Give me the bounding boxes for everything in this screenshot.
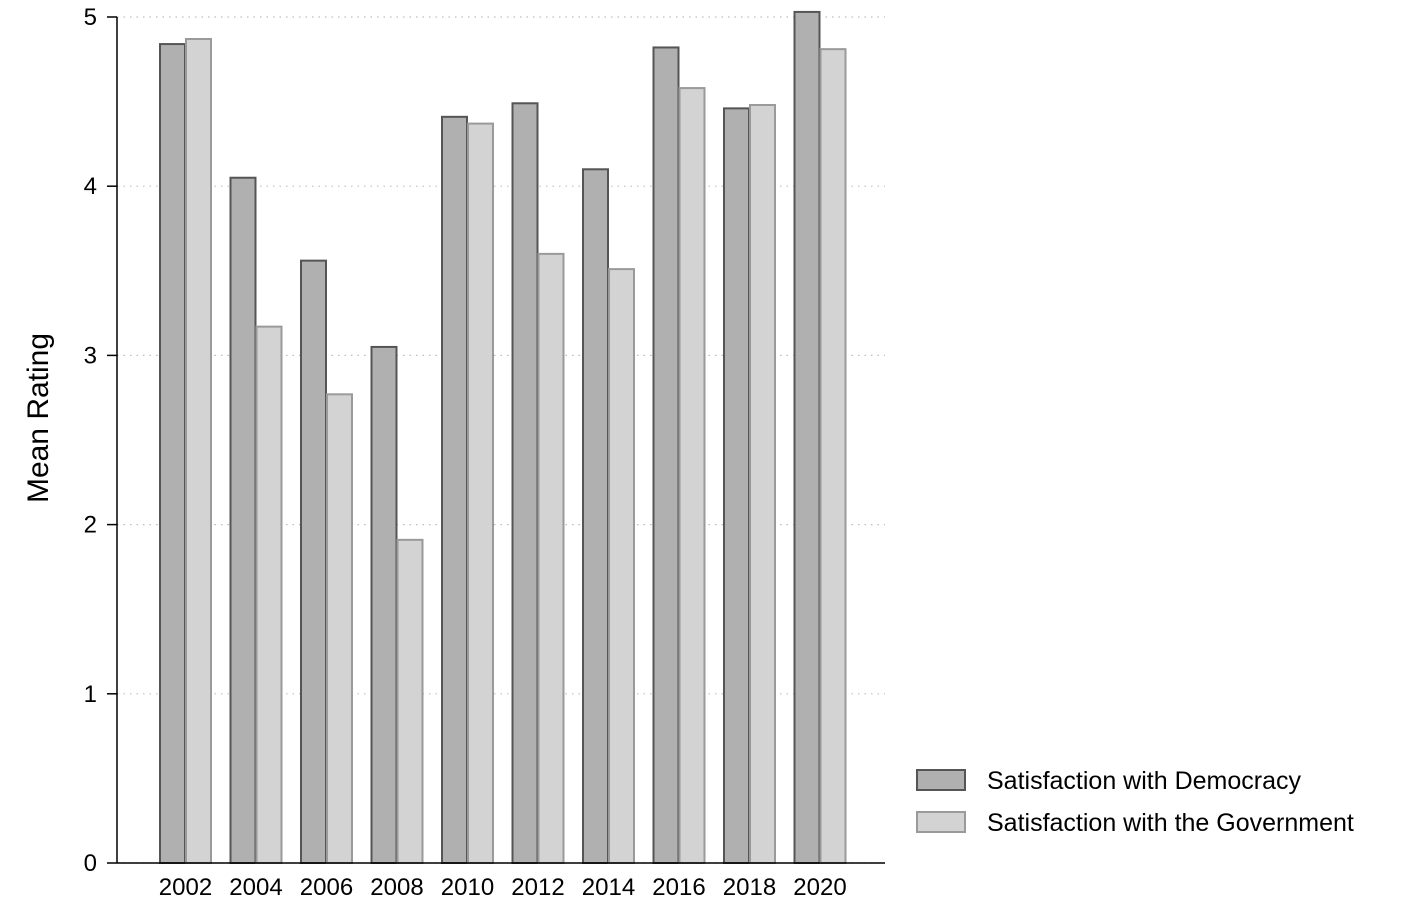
x-tick-label: 2004	[229, 874, 282, 900]
x-tick-label: 2008	[370, 874, 423, 900]
x-tick-label: 2002	[159, 874, 212, 900]
bar-democracy-2002	[159, 43, 186, 864]
bar-democracy-2004	[229, 176, 257, 865]
bar-government-2004	[255, 325, 283, 864]
y-tick-label: 0	[84, 850, 97, 877]
legend-swatch	[916, 769, 966, 791]
bar-democracy-2010	[441, 115, 468, 864]
bar-government-2012	[537, 252, 565, 864]
bar-government-2018	[749, 103, 776, 864]
bar-democracy-2006	[300, 259, 327, 864]
x-tick-label: 2018	[723, 874, 776, 900]
legend: Satisfaction with Democracy Satisfaction …	[916, 767, 1354, 837]
legend-label: Satisfaction with Democracy	[987, 767, 1302, 795]
bar-government-2010	[467, 122, 494, 864]
x-tick-label: 2010	[441, 874, 494, 900]
axes	[116, 17, 885, 864]
x-tick-label: 2012	[511, 874, 564, 900]
y-tick-label: 5	[84, 4, 97, 31]
y-tick-label: 1	[84, 681, 97, 708]
bar-government-2014	[608, 268, 635, 865]
legend-swatch	[916, 811, 966, 833]
y-tick-label: 4	[84, 173, 97, 200]
bar-government-2016	[678, 87, 706, 864]
y-axis-title: Mean Rating	[22, 333, 55, 503]
bar-government-2002	[185, 37, 212, 865]
bar-democracy-2014	[582, 168, 609, 864]
x-tick-label: 2014	[582, 874, 635, 900]
x-tick-label: 2006	[300, 874, 353, 900]
bar-government-2006	[326, 393, 353, 864]
bar-democracy-2018	[723, 107, 750, 865]
bar-democracy-2020	[793, 10, 821, 864]
bar-government-2008	[396, 538, 424, 864]
x-tick-label: 2020	[793, 874, 846, 900]
bar-government-2020	[819, 48, 847, 864]
y-tick-label: 3	[84, 342, 97, 369]
bar-democracy-2016	[652, 46, 680, 865]
y-ticks: 0 1 2 3 4 5	[84, 4, 117, 877]
bar-democracy-2012	[511, 102, 539, 865]
legend-label: Satisfaction with the Government	[987, 809, 1354, 837]
bars	[159, 10, 847, 865]
y-tick-label: 2	[84, 512, 97, 539]
bar-democracy-2008	[370, 345, 398, 864]
x-tick-label: 2016	[652, 874, 705, 900]
x-ticks: 2002 2004 2006 2008 2010 2012 2014 2016 2018 2020	[159, 874, 847, 900]
